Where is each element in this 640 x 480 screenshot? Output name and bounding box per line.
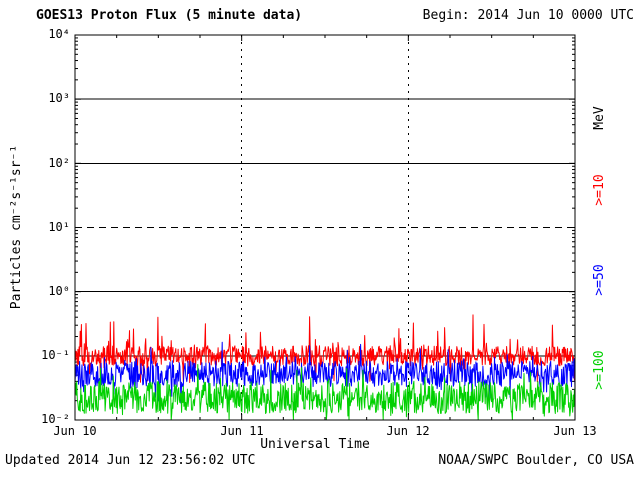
- source-credit: NOAA/SWPC Boulder, CO USA: [438, 453, 634, 468]
- plot-border: [74, 34, 576, 421]
- x-tick-jun11: Jun 11: [220, 424, 264, 438]
- x-tick-jun13: Jun 13: [553, 424, 597, 438]
- y-tick-1e4: 10⁴: [48, 27, 70, 41]
- y-tick-1e-1: 10⁻¹: [41, 348, 70, 362]
- chart-title: GOES13 Proton Flux (5 minute data): [36, 8, 303, 23]
- right-label-ge100: >=100: [592, 350, 607, 390]
- series-line-100: [74, 364, 576, 421]
- y-axis-label: Particles cm⁻²s⁻¹sr⁻¹: [9, 144, 24, 310]
- series-line-50: [74, 341, 576, 404]
- x-axis-label: Universal Time: [260, 437, 370, 452]
- y-tick-1e1: 10¹: [48, 220, 70, 234]
- begin-timestamp: Begin: 2014 Jun 10 0000 UTC: [422, 8, 634, 23]
- y-tick-1e0: 10⁰: [48, 284, 70, 298]
- y-tick-1e2: 10²: [48, 156, 70, 170]
- right-label-ge50: >=50: [592, 264, 607, 296]
- x-tick-jun12: Jun 12: [386, 424, 430, 438]
- y-tick-1e-2: 10⁻²: [41, 412, 70, 426]
- x-tick-jun10: Jun 10: [53, 424, 97, 438]
- y-tick-1e3: 10³: [48, 91, 70, 105]
- series-line-10: [74, 314, 576, 385]
- right-label-ge10: >=10: [592, 174, 607, 206]
- updated-timestamp: Updated 2014 Jun 12 23:56:02 UTC: [5, 453, 256, 468]
